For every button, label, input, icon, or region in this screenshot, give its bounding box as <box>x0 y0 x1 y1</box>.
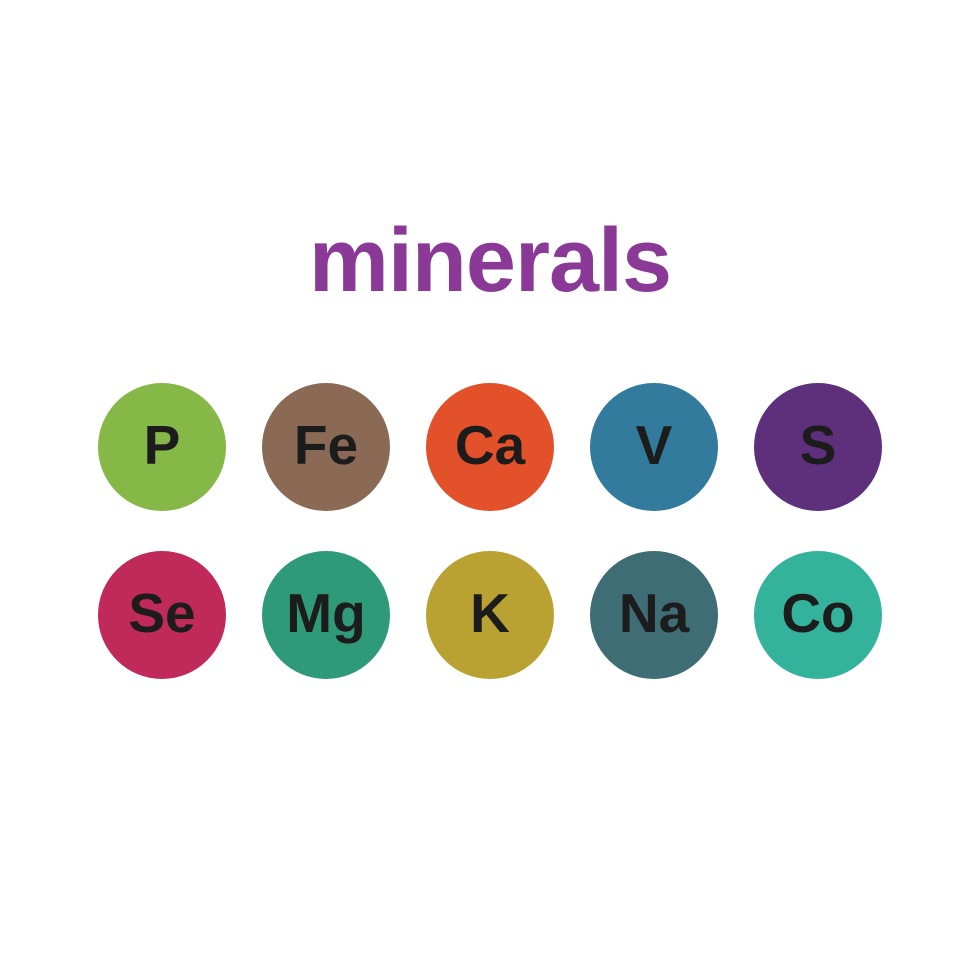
mineral-circle-co: Co <box>754 551 882 679</box>
mineral-circle-mg: Mg <box>262 551 390 679</box>
mineral-circle-v: V <box>590 383 718 511</box>
mineral-circle-fe: Fe <box>262 383 390 511</box>
mineral-circle-p: P <box>98 383 226 511</box>
mineral-label: Mg <box>286 586 365 641</box>
mineral-circle-s: S <box>754 383 882 511</box>
title-text: minerals <box>309 210 671 313</box>
mineral-label: V <box>636 418 673 473</box>
mineral-label: Co <box>781 586 854 641</box>
mineral-circle-k: K <box>426 551 554 679</box>
mineral-label: Ca <box>455 418 525 473</box>
mineral-label: Na <box>619 586 689 641</box>
mineral-label: S <box>800 418 837 473</box>
minerals-grid: P Fe Ca V S Se Mg K Na Co <box>98 383 882 679</box>
mineral-label: Fe <box>294 418 358 473</box>
mineral-label: Se <box>128 586 195 641</box>
mineral-label: P <box>144 418 181 473</box>
mineral-circle-ca: Ca <box>426 383 554 511</box>
infographic-container: minerals P Fe Ca V S Se Mg K Na Co <box>0 0 980 980</box>
mineral-circle-se: Se <box>98 551 226 679</box>
mineral-circle-na: Na <box>590 551 718 679</box>
mineral-label: K <box>470 586 510 641</box>
